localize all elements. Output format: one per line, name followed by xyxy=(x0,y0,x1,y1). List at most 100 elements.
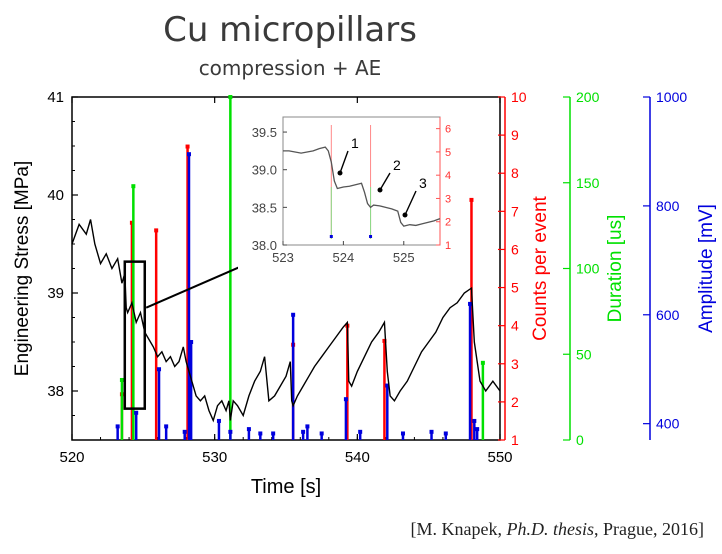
inset-annotation-1: 1 xyxy=(351,135,359,151)
inset-x-tick-label: 525 xyxy=(393,250,415,265)
inset-x-tick-label: 523 xyxy=(272,250,294,265)
stress-axis-label: Engineering Stress [MPa] xyxy=(12,161,33,376)
amplitude-marker xyxy=(400,431,405,436)
x-axis-label: Time [s] xyxy=(251,476,321,498)
amplitude-marker xyxy=(291,312,296,317)
amplitude-marker xyxy=(186,152,191,157)
counts-tick-label: 9 xyxy=(511,127,519,143)
counts-tick-label: 5 xyxy=(511,280,519,296)
inset-annotation-2: 2 xyxy=(393,157,401,173)
citation-italic: Ph.D. thesis xyxy=(506,519,595,539)
amplitude-marker xyxy=(319,431,324,436)
amplitude-marker xyxy=(164,424,169,429)
counts-tick-label: 6 xyxy=(511,241,519,257)
amplitude-marker xyxy=(258,431,263,436)
stress-tick-label: 40 xyxy=(47,187,64,204)
duration-axis-label: Duration [us] xyxy=(605,215,626,323)
inset-counts-tick-label: 1 xyxy=(445,240,451,252)
inset-stress-line xyxy=(283,146,441,227)
amplitude-marker xyxy=(301,429,306,434)
stress-line xyxy=(71,219,501,423)
citation-suffix: , Prague, 2016] xyxy=(594,519,704,539)
counts-marker xyxy=(129,220,134,225)
amplitude-marker xyxy=(115,424,120,429)
duration-tick-label: 50 xyxy=(576,346,592,362)
counts-tick-label: 2 xyxy=(511,394,519,410)
inset-annotation-arrowhead xyxy=(402,212,408,218)
counts-marker xyxy=(154,228,159,233)
counts-tick-label: 1 xyxy=(511,432,519,448)
inset-counts-tick-label: 3 xyxy=(445,193,451,205)
stress-tick-label: 38 xyxy=(47,383,64,400)
inset-event-marker xyxy=(369,235,373,238)
duration-tick-label: 100 xyxy=(576,261,600,277)
duration-tick-label: 200 xyxy=(576,89,600,105)
x-tick-label: 530 xyxy=(202,449,227,466)
inset-counts-tick-label: 2 xyxy=(445,217,451,229)
amplitude-tick-label: 400 xyxy=(656,416,680,432)
inset-annotation-arrow xyxy=(379,172,391,191)
chart-subtitle: compression + AE xyxy=(198,56,382,80)
amplitude-tick-label: 1000 xyxy=(656,89,687,105)
amplitude-marker xyxy=(472,418,477,423)
amplitude-marker xyxy=(443,431,448,436)
counts-marker xyxy=(382,338,387,343)
amplitude-tick-label: 600 xyxy=(656,307,680,323)
inset-annotation-arrowhead xyxy=(377,187,383,193)
inset-annotation-arrow xyxy=(339,150,349,174)
inset-annotation-3: 3 xyxy=(419,175,427,191)
amplitude-tick-label: 800 xyxy=(656,198,680,214)
counts-marker xyxy=(469,197,474,202)
counts-tick-label: 10 xyxy=(511,89,527,105)
stress-tick-label: 41 xyxy=(47,89,64,106)
amplitude-marker xyxy=(182,429,187,434)
inset-stress-tick-label: 39.5 xyxy=(252,125,277,140)
zoom-box xyxy=(123,260,147,410)
x-tick-label: 540 xyxy=(345,449,370,466)
amplitude-marker xyxy=(358,429,363,434)
counts-tick-label: 3 xyxy=(511,356,519,372)
amplitude-marker xyxy=(305,424,310,429)
amplitude-marker xyxy=(246,427,251,432)
duration-tick-label: 150 xyxy=(576,175,600,191)
stress-tick-label: 39 xyxy=(47,285,64,302)
amplitude-marker xyxy=(343,397,348,402)
duration-tick-label: 0 xyxy=(576,432,584,448)
counts-marker xyxy=(185,144,190,149)
inset-annotation-arrowhead xyxy=(337,170,343,176)
amplitude-marker xyxy=(429,429,434,434)
x-tick-label: 550 xyxy=(487,449,512,466)
inset-annotation-arrow xyxy=(404,190,417,216)
duration-marker xyxy=(480,360,485,365)
inset-counts-tick-label: 6 xyxy=(445,124,451,136)
amplitude-marker xyxy=(271,431,276,436)
duration-marker xyxy=(228,95,233,99)
counts-axis-label: Counts per event xyxy=(530,195,551,340)
citation-prefix: [M. Knapek, xyxy=(410,519,507,539)
amplitude-axis-label: Amplitude [mV] xyxy=(696,204,717,333)
inset-counts-tick-label: 5 xyxy=(445,147,451,159)
inset-stress-tick-label: 39.0 xyxy=(252,163,277,178)
duration-marker xyxy=(131,184,136,189)
counts-tick-label: 7 xyxy=(511,203,519,219)
inset-counts-tick-label: 4 xyxy=(445,170,451,182)
chart-title: Cu micropillars xyxy=(163,10,417,50)
amplitude-marker xyxy=(385,383,390,388)
amplitude-marker xyxy=(228,429,233,434)
counts-tick-label: 8 xyxy=(511,165,519,181)
x-tick-label: 520 xyxy=(59,449,84,466)
inset-event-marker xyxy=(329,235,333,238)
amplitude-marker xyxy=(157,367,162,372)
inset-x-tick-label: 524 xyxy=(333,250,355,265)
amplitude-marker xyxy=(468,301,473,306)
amplitude-marker xyxy=(134,410,139,415)
duration-marker xyxy=(119,377,124,382)
citation: [M. Knapek, Ph.D. thesis, Prague, 2016] xyxy=(411,519,704,540)
inset-stress-tick-label: 38.0 xyxy=(252,238,277,253)
counts-tick-label: 4 xyxy=(511,318,519,334)
inset-stress-tick-label: 38.5 xyxy=(252,200,277,215)
amplitude-marker xyxy=(216,418,221,423)
amplitude-marker xyxy=(475,427,480,432)
amplitude-marker xyxy=(189,340,194,344)
